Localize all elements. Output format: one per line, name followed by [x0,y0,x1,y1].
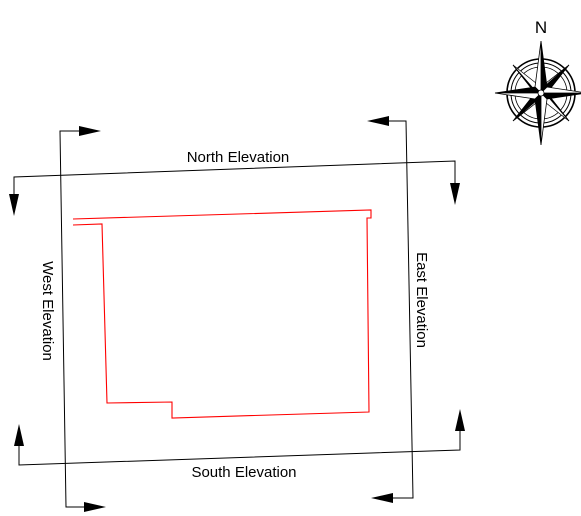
building-outline [72,209,372,419]
north-elevation-label: North Elevation [187,149,290,166]
east-elevation-label: East Elevation [413,252,430,348]
north-label: N [535,18,547,37]
compass-rose-icon: N [494,18,581,146]
west-elevation-section-line: West Elevation [39,126,106,512]
south-left-arrowhead [14,424,24,446]
east-elevation-section-line: East Elevation [367,116,430,503]
south-elevation-section-line: South Elevation [14,409,465,481]
east-bottom-arrowhead [371,493,393,503]
north-right-arrowhead [450,183,460,205]
south-elevation-label: South Elevation [191,464,296,481]
west-bottom-arrowhead [84,502,106,512]
east-top-arrowhead [367,116,389,126]
west-top-arrowhead [79,126,101,136]
west-elevation-label: West Elevation [39,261,56,361]
north-elevation-section-line: North Elevation [9,149,460,216]
south-right-arrowhead [455,409,465,431]
north-left-arrowhead [9,194,19,216]
